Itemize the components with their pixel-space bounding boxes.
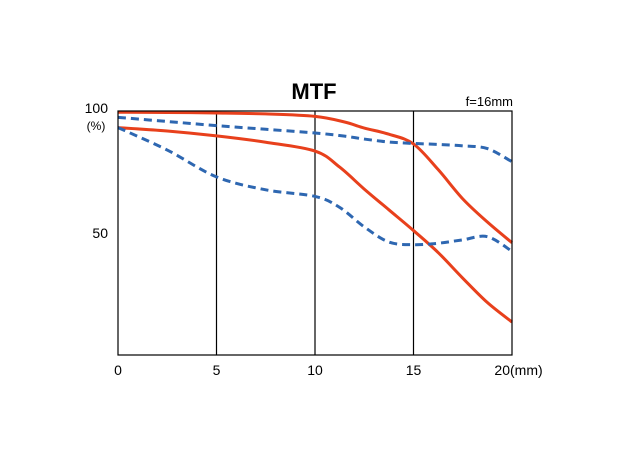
x-tick-label-20: 20 xyxy=(494,362,510,378)
x-tick-labels: 0 5 10 15 20 xyxy=(114,362,510,378)
x-tick-label-5: 5 xyxy=(213,362,221,378)
series-line-4 xyxy=(117,126,513,253)
chart-title: MTF xyxy=(291,79,336,104)
y-axis-unit-label: (%) xyxy=(87,119,106,133)
series-line-2 xyxy=(117,126,513,324)
focal-length-label: f=16mm xyxy=(466,94,513,109)
y-tick-labels: 100 50 xyxy=(85,100,109,241)
x-tick-label-0: 0 xyxy=(114,362,122,378)
y-tick-label-100: 100 xyxy=(85,100,109,116)
x-tick-label-10: 10 xyxy=(307,362,323,378)
y-tick-label-50: 50 xyxy=(92,225,108,241)
series-line-1 xyxy=(117,110,513,244)
series-line-3 xyxy=(117,115,513,164)
x-axis-unit-label: (mm) xyxy=(510,362,543,378)
series-layer xyxy=(117,110,513,324)
x-tick-label-15: 15 xyxy=(406,362,422,378)
plot-frame xyxy=(117,110,513,356)
